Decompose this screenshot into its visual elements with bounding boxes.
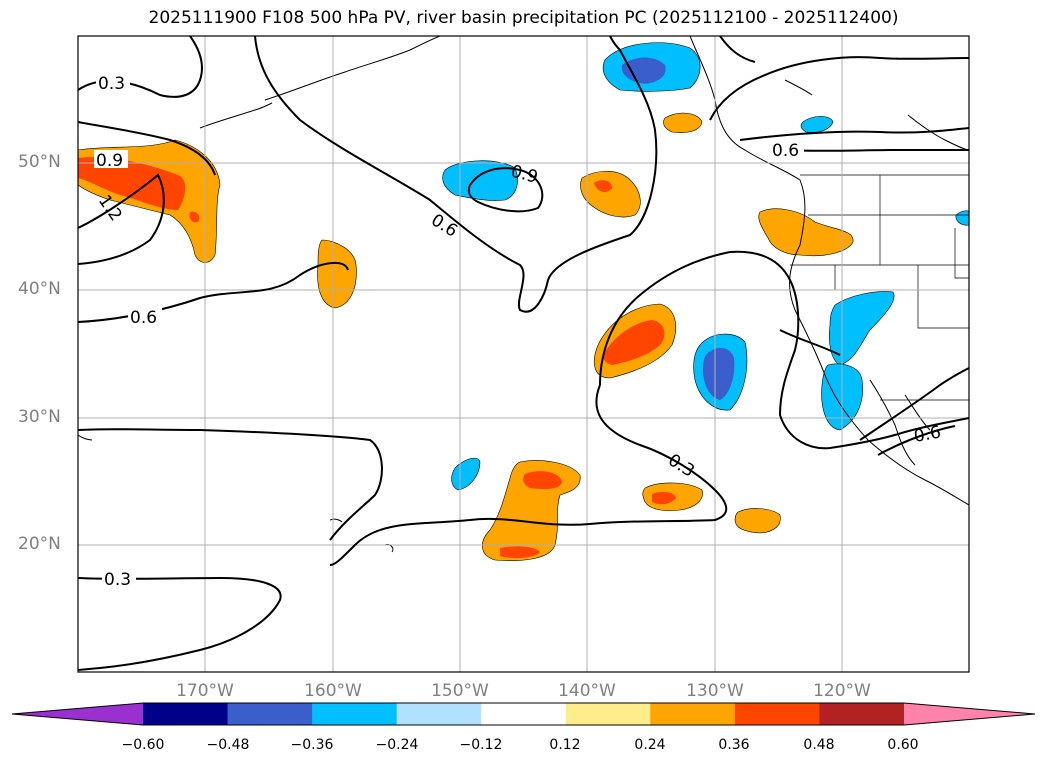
colorbar-extend-high — [904, 703, 1035, 725]
colorbar-tick: −0.24 — [375, 737, 419, 753]
colorbar-tick: −0.60 — [121, 737, 165, 753]
lon-label-160w: 160°W — [304, 681, 362, 701]
political-borders — [790, 174, 969, 401]
colorbar-tick: −0.36 — [290, 737, 334, 753]
plot-area — [78, 36, 969, 672]
lon-label-120w: 120°W — [813, 681, 871, 701]
graticule — [78, 36, 969, 672]
lat-label-30n: 30°N — [18, 407, 61, 427]
colorbar-segment — [650, 703, 736, 725]
colorbar-tick: 0.60 — [887, 737, 919, 753]
colorbar-segment — [227, 703, 313, 725]
colorbar-segment — [312, 703, 398, 725]
map-title: 2025111900 F108 500 hPa PV, river basin … — [148, 8, 899, 28]
lat-label-50n: 50°N — [18, 152, 61, 172]
contour-label: 0.6 — [772, 141, 799, 161]
contour-label: 0.3 — [104, 570, 131, 590]
contour-label: 0.6 — [912, 423, 942, 447]
colorbar-segment — [734, 703, 820, 725]
colorbar-extend-low — [12, 703, 143, 725]
lon-label-170w: 170°W — [176, 681, 234, 701]
colorbar-segment — [143, 703, 229, 725]
contour-label: 0.6 — [130, 308, 157, 328]
colorbar-segment — [565, 703, 651, 725]
colorbar-tick: 0.24 — [634, 737, 666, 753]
colorbar-tick: −0.48 — [206, 737, 250, 753]
colorbar-tick: 0.12 — [549, 737, 581, 753]
precipitation-shading — [78, 42, 969, 561]
plot-frame — [77, 35, 970, 673]
contour-label: 0.9 — [96, 151, 123, 171]
lat-label-40n: 40°N — [18, 279, 61, 299]
lon-label-150w: 150°W — [431, 681, 489, 701]
colorbar-segment — [819, 703, 905, 725]
colorbar-tick: −0.12 — [459, 737, 503, 753]
colorbar-segment — [481, 703, 567, 725]
colorbar-tick: 0.48 — [803, 737, 835, 753]
lon-label-140w: 140°W — [558, 681, 616, 701]
pv-contours — [78, 36, 969, 671]
colorbar-tick: 0.36 — [718, 737, 750, 753]
colorbar-segment — [396, 703, 482, 725]
lon-label-130w: 130°W — [686, 681, 744, 701]
lat-label-20n: 20°N — [18, 534, 61, 554]
contour-label: 0.3 — [98, 74, 125, 94]
